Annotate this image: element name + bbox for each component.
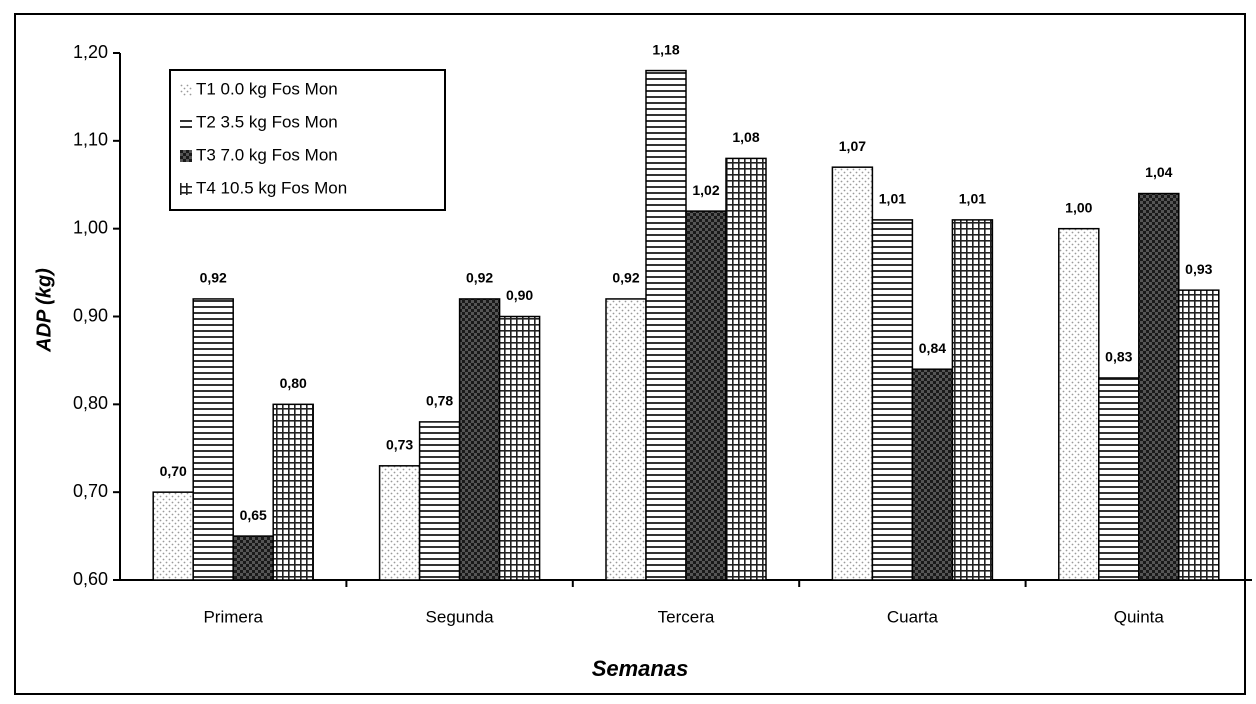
- value-label: 0,65: [240, 507, 267, 523]
- value-label: 0,93: [1185, 261, 1212, 277]
- x-axis-label: Semanas: [592, 656, 689, 681]
- y-tick-label: 0,90: [73, 305, 108, 325]
- value-label: 1,18: [652, 41, 679, 57]
- bar: [951, 219, 994, 581]
- y-tick-label: 0,70: [73, 481, 108, 501]
- chart-border: [14, 13, 1246, 695]
- bar: [725, 157, 767, 581]
- y-tick-label: 1,20: [73, 42, 108, 62]
- bar: [911, 368, 954, 581]
- y-tick-label: 0,60: [73, 569, 108, 589]
- y-axis-label: ADP (kg): [33, 268, 55, 353]
- bar: [232, 535, 274, 581]
- bar: [871, 219, 914, 581]
- legend-swatch: [180, 183, 192, 195]
- bar: [685, 210, 727, 581]
- legend-label: T2 3.5 kg Fos Mon: [196, 112, 338, 131]
- value-label: 1,01: [879, 191, 906, 207]
- bar: [192, 298, 234, 581]
- bar: [1098, 377, 1140, 581]
- legend-box: [169, 69, 446, 211]
- value-label: 0,90: [506, 287, 533, 303]
- legend-label: T3 7.0 kg Fos Mon: [196, 145, 338, 164]
- bar: [831, 166, 874, 581]
- bar: [378, 465, 421, 581]
- value-label: 0,80: [280, 375, 307, 391]
- y-tick-label: 1,10: [73, 130, 108, 150]
- bar: [1058, 227, 1100, 581]
- legend-label: T1 0.0 kg Fos Mon: [196, 79, 338, 98]
- bar: [605, 298, 647, 581]
- x-tick-label: Primera: [203, 607, 263, 626]
- value-label: 1,02: [692, 182, 719, 198]
- bar: [1178, 289, 1220, 581]
- value-label: 0,78: [426, 393, 453, 409]
- bar: [1138, 192, 1180, 581]
- value-label: 0,92: [466, 270, 493, 286]
- legend-swatch: [180, 117, 192, 129]
- x-tick-label: Segunda: [426, 607, 495, 626]
- legend-swatch: [180, 150, 192, 162]
- value-label: 0,83: [1105, 349, 1132, 365]
- value-label: 1,01: [959, 191, 986, 207]
- value-label: 0,84: [919, 340, 946, 356]
- bar: [458, 298, 501, 581]
- x-tick-label: Tercera: [658, 607, 715, 626]
- x-tick-label: Cuarta: [887, 607, 939, 626]
- value-label: 0,73: [386, 437, 413, 453]
- value-label: 0,92: [612, 270, 639, 286]
- legend-swatch: [180, 84, 192, 96]
- legend-label: T4 10.5 kg Fos Mon: [196, 178, 347, 197]
- bar: [645, 69, 687, 581]
- value-label: 0,92: [200, 270, 227, 286]
- value-label: 1,00: [1065, 199, 1092, 215]
- bar: [272, 403, 314, 581]
- value-label: 0,70: [160, 463, 187, 479]
- y-tick-label: 0,80: [73, 393, 108, 413]
- bar: [418, 421, 461, 581]
- bar: [152, 491, 194, 581]
- y-tick-label: 1,00: [73, 217, 108, 237]
- value-label: 1,04: [1145, 164, 1172, 180]
- bar: [498, 315, 541, 581]
- value-label: 1,08: [732, 129, 759, 145]
- value-label: 1,07: [839, 138, 866, 154]
- x-tick-label: Quinta: [1114, 607, 1165, 626]
